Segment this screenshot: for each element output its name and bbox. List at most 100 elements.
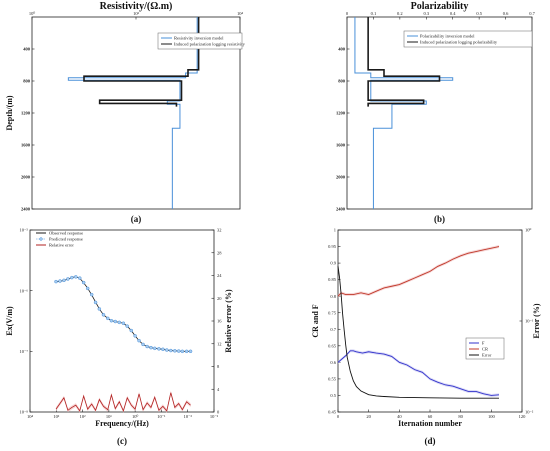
panel-c-y2tick-label: 12 — [217, 341, 222, 346]
panel-c-y2tick-label: 28 — [217, 250, 222, 255]
panel-c-series-observed — [55, 276, 191, 352]
panel-d-xtick-label: 20 — [366, 414, 371, 419]
panel-d-ytick-label: 0.45 — [328, 410, 337, 415]
panel-c-ylabel: Ex(V/m) — [5, 306, 14, 336]
panel-c-xtick-label: 10⁻¹ — [157, 414, 166, 419]
panel-a-xtick-label: 10⁰ — [29, 11, 36, 16]
panel-c-predicted-point — [149, 345, 153, 350]
panel-c-predicted-point — [173, 349, 177, 353]
panel-c-predicted-point — [74, 275, 78, 279]
panel-c-y2tick-label: 16 — [217, 319, 222, 324]
panel-c-predicted-point — [117, 320, 122, 325]
panel-c-predicted-point — [129, 328, 134, 333]
panel-b-series-inversion — [354, 17, 454, 209]
panel-c-ytick-label: 10⁻⁸ — [20, 410, 29, 415]
panel-c-error-band — [56, 390, 191, 413]
panel-b-legend-entry: Induced polarization logging polarizabil… — [420, 40, 498, 45]
panel-b-xtick-label: 0.2 — [397, 11, 403, 16]
panel-c-xtick-label: 10⁻³ — [210, 414, 219, 419]
panel-b-ytick-label: 1200 — [336, 111, 346, 116]
panel-c-predicted-point — [109, 318, 114, 323]
panel-c-predicted-point — [125, 324, 129, 328]
panel-b-xtick-label: 0.1 — [371, 11, 377, 16]
panel-d-series-f — [337, 350, 500, 396]
panel-d-xtick-label: 80 — [458, 414, 463, 419]
panel-c-predicted-point — [97, 307, 102, 311]
panel-d-ytick-label: 0.7 — [330, 327, 336, 332]
panel-d-ytick-label: 0.6 — [330, 360, 336, 365]
panel-c-predicted-point — [145, 344, 149, 349]
panel-a-ytick-label: 1200 — [21, 111, 31, 116]
panel-c-predicted-point — [121, 321, 126, 326]
panel-a-ytick-label: 2400 — [21, 207, 31, 212]
panel-b-xtick-label: 0.5 — [476, 11, 482, 16]
panel-c-predicted-point — [141, 342, 145, 347]
panel-a-label: (a) — [131, 214, 142, 224]
panel-c-predicted-point — [62, 278, 66, 283]
panel-b-series-logging — [367, 17, 441, 107]
panel-d-ylabel: CR and F — [311, 304, 320, 337]
panel-a-xtick-label: 10² — [133, 11, 140, 16]
panel-d-xlabel: Iternation number — [398, 419, 462, 428]
panel-a-series-logging — [83, 17, 200, 107]
panel-c-y2tick-label: 8 — [217, 364, 220, 369]
panel-c-y2tick-label: 32 — [217, 228, 222, 233]
panel-c-predicted-point — [101, 313, 106, 317]
panel-a-ylabel: Depth/(m) — [5, 95, 14, 130]
panel-b-xtick-label: 0.3 — [423, 11, 429, 16]
panel-c-predicted-point — [54, 279, 58, 284]
panel-b-label: (b) — [434, 214, 445, 224]
panel-c-predicted-point — [176, 349, 181, 353]
panel-c-xtick-label: 10⁻² — [184, 414, 193, 419]
panel-a-series-inversion — [67, 17, 198, 209]
panel-c-predicted-point — [58, 279, 62, 283]
panel-c-xtick-label: 10³ — [53, 414, 60, 419]
panel-d-xtick-label: 40 — [397, 414, 402, 419]
panel-c-predicted-point — [81, 280, 86, 285]
panel-c-legend-entry: Observed response — [49, 231, 83, 236]
panel-c-xtick-label: 10¹ — [106, 414, 113, 419]
panel-c-frame — [29, 229, 215, 413]
panel-c-ytick-label: 10⁻⁶ — [20, 288, 29, 293]
panel-c-predicted-point — [113, 319, 118, 324]
panel-a-title: Resistivity/(Ω.m) — [100, 1, 173, 12]
panel-d-frame — [337, 229, 523, 413]
panel-d-cr-band — [338, 245, 499, 298]
panel-d-f-band — [338, 349, 499, 397]
panel-b-ytick-label: 1600 — [336, 143, 346, 148]
panel-d-ytick-label: 1 — [334, 228, 336, 233]
panel-d-ytick-label: 0.75 — [328, 310, 337, 315]
panel-a-legend-entry: Resistivity inversion model — [174, 36, 224, 41]
panel-b-ytick-label: 2400 — [336, 207, 346, 212]
panel-a-ytick-label: 400 — [23, 47, 31, 52]
panel-c-predicted-point — [152, 346, 157, 351]
panel-b-xtick-label: 0 — [346, 11, 349, 16]
panel-d-legend-entry: CR — [482, 347, 488, 352]
panel-c-predicted-point — [184, 349, 189, 354]
panel-d-ytick-label: 0.95 — [328, 244, 337, 249]
panel-c-xtick-label: 10⁴ — [27, 414, 34, 419]
panel-c-predicted-point — [157, 347, 161, 351]
panel-d-y2tick-label: 10⁻² — [525, 410, 534, 415]
panel-c-predicted-point — [70, 275, 74, 280]
panel-c-predicted-point — [137, 338, 141, 343]
panel-c-y2label: Relative error (%) — [224, 289, 233, 353]
panel-d-series-cr — [337, 246, 500, 297]
panel-c-predicted-point — [93, 300, 98, 305]
panel-b-ytick-label: 800 — [338, 79, 346, 84]
panel-c-y2tick-label: 24 — [217, 273, 222, 278]
panel-c-y2tick-label: 0 — [217, 410, 220, 415]
panel-d-y2tick-label: 10⁰ — [525, 228, 532, 233]
panel-a-legend-entry: Induced polarization logging resistivity — [174, 42, 246, 47]
panel-b-ytick-label: 400 — [338, 47, 346, 52]
panel-d-xtick-label: 100 — [488, 414, 496, 419]
panel-d-ytick-label: 0.85 — [328, 277, 337, 282]
panel-c-legend-marker — [39, 237, 43, 241]
panel-b-legend-box — [403, 30, 533, 48]
panel-c-xtick-label: 10² — [80, 414, 87, 419]
panel-d-xtick-label: 120 — [519, 414, 527, 419]
panel-d-series-error — [337, 266, 499, 399]
panel-c-legend-entry: Relative error — [49, 243, 74, 248]
panel-a-xtick-label: 10⁴ — [237, 11, 244, 16]
